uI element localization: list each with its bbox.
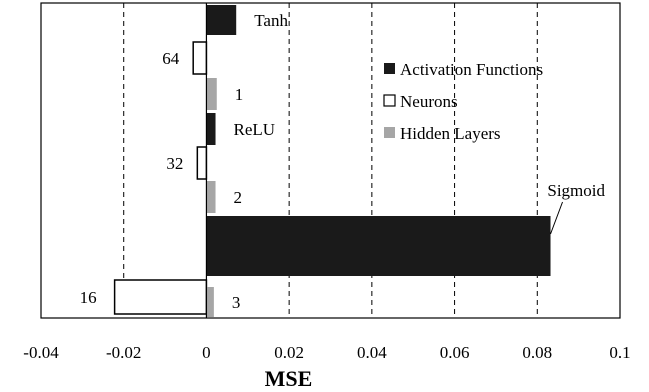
bar-label: 64 bbox=[162, 49, 180, 68]
bar-label: ReLU bbox=[234, 120, 276, 139]
bar bbox=[206, 78, 217, 110]
bar bbox=[196, 146, 208, 180]
x-tick-label: -0.02 bbox=[106, 343, 141, 362]
plot-area-frame bbox=[40, 2, 621, 319]
bar bbox=[192, 41, 208, 75]
bar-label: 32 bbox=[166, 154, 183, 173]
x-axis-label: MSE bbox=[265, 366, 313, 391]
x-tick-label: 0.1 bbox=[609, 343, 630, 362]
bar bbox=[206, 287, 214, 317]
x-tick-label: 0.08 bbox=[522, 343, 552, 362]
bar bbox=[113, 279, 208, 315]
bar bbox=[206, 113, 216, 145]
x-tick-label: 0.02 bbox=[274, 343, 304, 362]
legend-swatch bbox=[383, 94, 396, 107]
x-tick-label: 0 bbox=[202, 343, 211, 362]
bars bbox=[113, 5, 551, 317]
legend-label: Hidden Layers bbox=[400, 124, 501, 143]
bar bbox=[206, 5, 237, 35]
legend-label: Activation Functions bbox=[400, 60, 543, 79]
x-tick-labels: -0.04 -0.02 0 0.02 0.04 0.06 0.08 0.1 bbox=[23, 343, 630, 362]
bar bbox=[206, 216, 551, 276]
legend: Activation Functions Neurons Hidden Layers bbox=[383, 60, 543, 143]
x-tick-label: -0.04 bbox=[23, 343, 59, 362]
bar-label: 3 bbox=[232, 293, 241, 312]
legend-swatch bbox=[384, 63, 395, 74]
bar-label: Tanh bbox=[254, 11, 288, 30]
leader-line bbox=[550, 201, 563, 235]
bar-labels: Tanh 64 1 ReLU 32 2 Sigmoid 16 3 bbox=[80, 11, 606, 312]
bar bbox=[206, 181, 216, 213]
bar-label: 2 bbox=[234, 188, 243, 207]
legend-swatch bbox=[384, 127, 395, 138]
legend-label: Neurons bbox=[400, 92, 458, 111]
x-tick-label: 0.06 bbox=[440, 343, 470, 362]
bar-label: 16 bbox=[80, 288, 97, 307]
bar-label: Sigmoid bbox=[547, 181, 605, 200]
x-tick-label: 0.04 bbox=[357, 343, 387, 362]
bar-label: 1 bbox=[235, 85, 244, 104]
